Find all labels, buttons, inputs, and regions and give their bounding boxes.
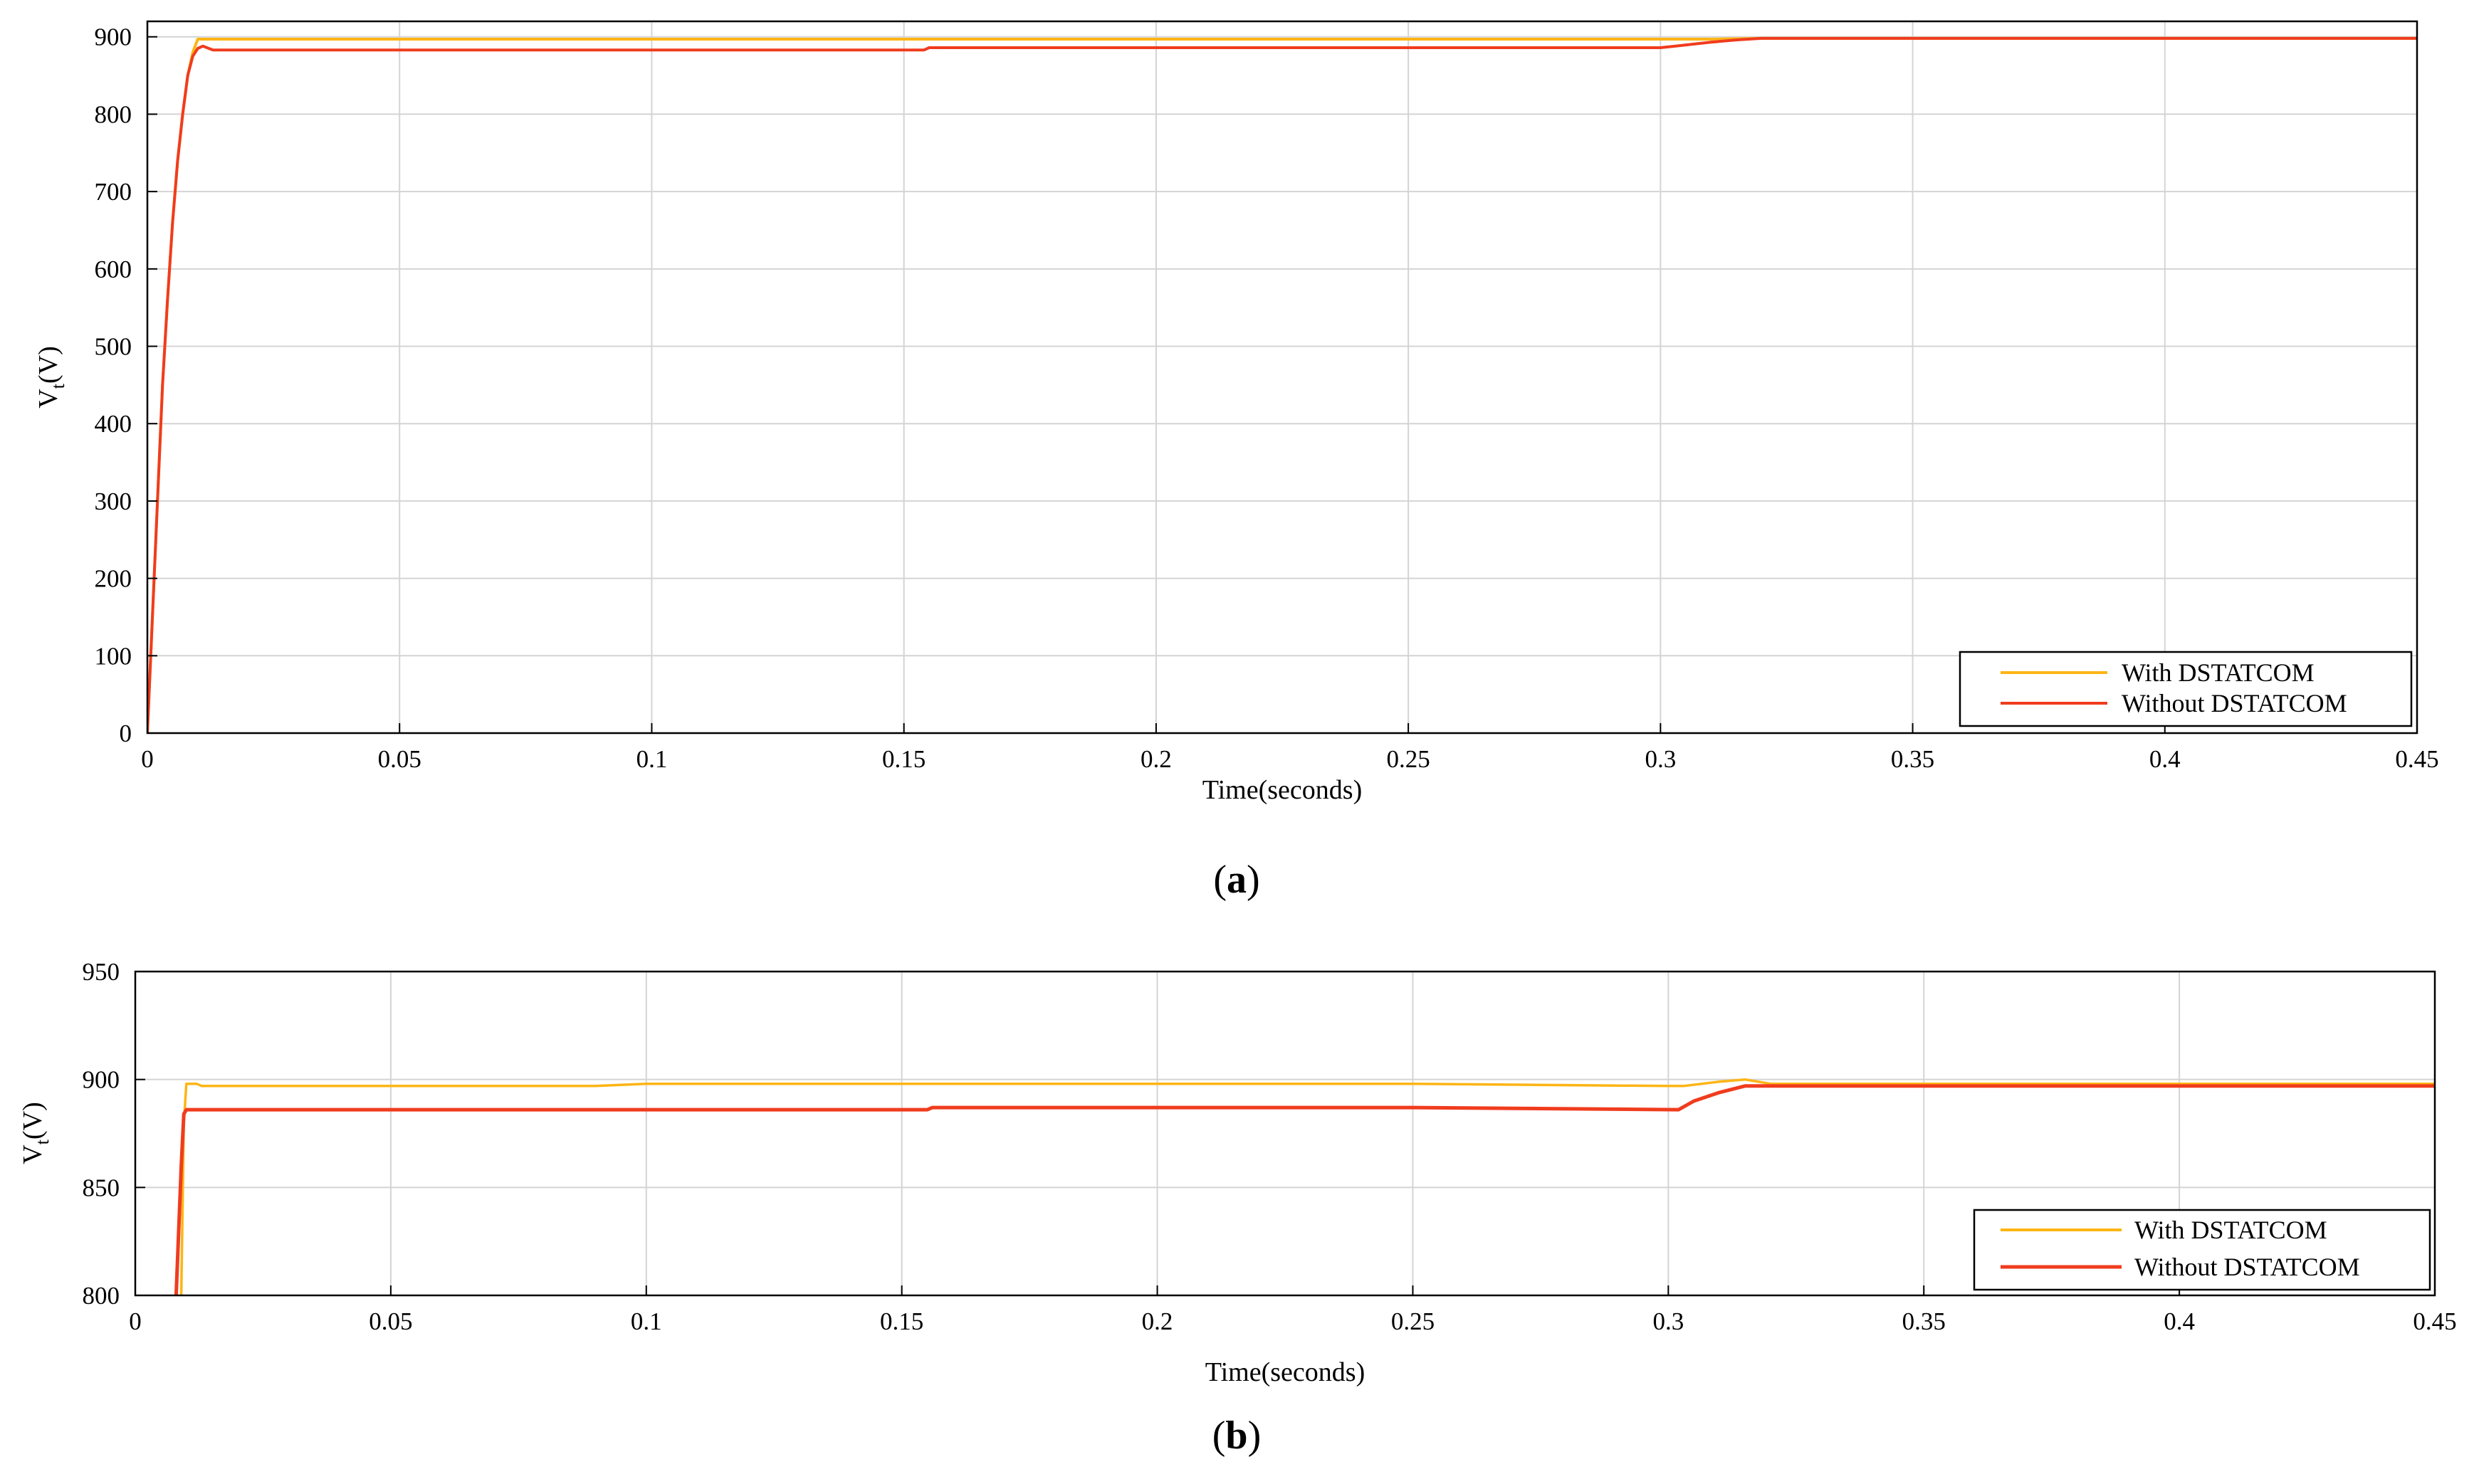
panel-a-y-ticks: 0 100 200 300 400 500 600 700 800 900 — [95, 23, 157, 747]
x-tick-label: 0.4 — [2164, 1307, 2195, 1335]
x-tick-label: 0.3 — [1645, 745, 1676, 773]
panel-a-legend-box — [1959, 651, 2413, 727]
y-tick-label: 900 — [83, 1066, 120, 1094]
panel-a-legend: With DSTATCOM Without DSTATCOM — [1959, 651, 2413, 727]
x-tick-label: 0.25 — [1386, 745, 1430, 773]
series-line-without-dstatcom — [174, 1084, 2435, 1295]
y-tick-label: 400 — [95, 410, 132, 438]
panel-a-x-ticks: 0 0.05 0.1 0.15 0.2 0.25 0.3 0.35 0.4 0.45 — [141, 723, 2439, 773]
y-tick-label: 300 — [95, 488, 132, 515]
x-tick-label: 0.4 — [2149, 745, 2181, 773]
panel-b-x-axis-label: Time(seconds) — [1205, 1357, 1365, 1387]
panel-a-legend-label-with: With DSTATCOM — [2122, 658, 2315, 687]
chart-panel-a: 0 0.05 0.1 0.15 0.2 0.25 0.3 0.35 0.4 0.45 0 100 20… — [33, 20, 2439, 902]
panel-a-caption: (a) — [1213, 858, 1259, 902]
x-tick-label: 0.05 — [369, 1307, 412, 1335]
y-tick-label: 500 — [95, 333, 132, 361]
y-tick-label: 950 — [83, 958, 120, 986]
x-tick-label: 0 — [129, 1307, 142, 1335]
x-tick-label: 0.15 — [880, 1307, 923, 1335]
panel-a-axes-frame — [146, 20, 2418, 735]
panel-b-grid — [135, 972, 2435, 1295]
x-tick-label: 0.2 — [1142, 1307, 1173, 1335]
series-line-with-dstatcom — [179, 1078, 2435, 1295]
x-tick-label: 0.2 — [1141, 745, 1172, 773]
x-tick-label: 0.15 — [882, 745, 926, 773]
panel-a-series — [147, 36, 2417, 733]
y-tick-label: 0 — [120, 720, 132, 747]
y-tick-label: 700 — [95, 178, 132, 206]
y-tick-label: 900 — [95, 23, 132, 51]
panel-b-legend: With DSTATCOM Without DSTATCOM — [1973, 1209, 2431, 1291]
x-tick-label: 0.1 — [631, 1307, 662, 1335]
y-tick-label: 800 — [83, 1282, 120, 1310]
panel-a-plot-area — [147, 21, 2417, 733]
panel-b-legend-label-with: With DSTATCOM — [2134, 1216, 2327, 1244]
x-tick-label: 0.1 — [636, 745, 668, 773]
panel-b-legend-box — [1973, 1209, 2431, 1291]
panel-b-legend-label-without: Without DSTATCOM — [2134, 1253, 2360, 1281]
x-tick-label: 0.25 — [1391, 1307, 1435, 1335]
panel-a-y-axis-label: Vt(V) — [33, 346, 68, 408]
x-tick-label: 0 — [141, 745, 154, 773]
x-tick-label: 0.45 — [2413, 1307, 2456, 1335]
panel-b-caption: (b) — [1212, 1414, 1261, 1458]
x-tick-label: 0.35 — [1902, 1307, 1946, 1335]
panel-b-axes-frame — [134, 970, 2436, 1297]
x-tick-label: 0.35 — [1891, 745, 1934, 773]
x-tick-label: 0.05 — [378, 745, 421, 773]
panel-b-series — [174, 1078, 2435, 1295]
y-tick-label: 600 — [95, 256, 132, 283]
panel-b-y-ticks: 800 850 900 950 — [83, 958, 145, 1310]
panel-a-x-axis-label: Time(seconds) — [1202, 775, 1362, 805]
x-tick-label: 0.3 — [1652, 1307, 1684, 1335]
series-line-without-dstatcom — [147, 36, 2417, 733]
panel-a-grid — [147, 21, 2417, 733]
y-tick-label: 850 — [83, 1174, 120, 1201]
panel-b-y-axis-label: Vt(V) — [18, 1102, 53, 1164]
panel-a-legend-label-without: Without DSTATCOM — [2122, 689, 2347, 717]
x-tick-label: 0.45 — [2395, 745, 2438, 773]
panel-b-x-ticks: 0 0.05 0.1 0.15 0.2 0.25 0.3 0.35 0.4 0.45 — [129, 1285, 2457, 1335]
y-tick-label: 800 — [95, 100, 132, 128]
y-tick-label: 100 — [95, 642, 132, 670]
y-tick-label: 200 — [95, 565, 132, 593]
chart-panel-b: 0 0.05 0.1 0.15 0.2 0.25 0.3 0.35 0.4 0.45 800 850… — [18, 958, 2457, 1458]
